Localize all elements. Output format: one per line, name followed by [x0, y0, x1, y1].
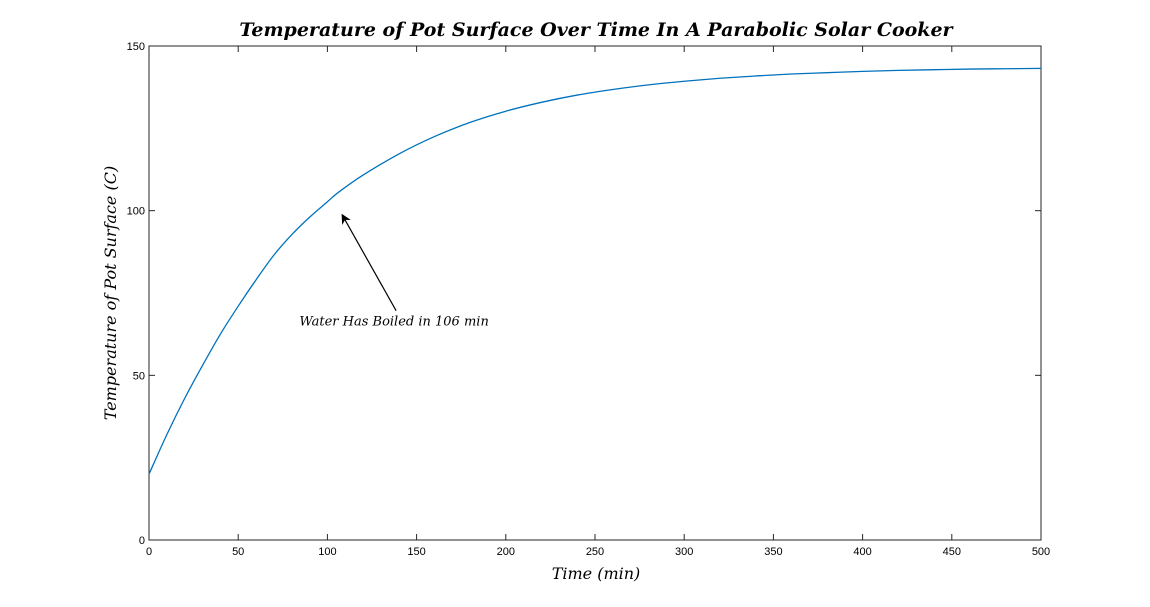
x-tick-label: 100: [318, 546, 336, 558]
x-tick-label: 300: [675, 546, 693, 558]
x-tick-label: 250: [586, 546, 604, 558]
y-tick-label: 50: [133, 370, 145, 382]
chart-title: Temperature of Pot Surface Over Time In …: [239, 19, 954, 41]
y-axis-label: Temperature of Pot Surface (C): [101, 166, 120, 420]
x-tick-label: 200: [497, 546, 515, 558]
annotation-arrow: [341, 213, 397, 311]
temperature-line: [148, 67, 1042, 475]
x-tick-label: 0: [146, 546, 152, 558]
x-tick-label: 400: [853, 546, 871, 558]
plot-area: [148, 45, 1042, 541]
x-axis-label: Time (min): [552, 564, 641, 583]
axis-ticks: 0 50 100 150 200 250 300 350 400 450 500 0 50 100 150: [127, 41, 1051, 558]
x-tick-label: 150: [407, 546, 425, 558]
x-tick-label: 500: [1032, 546, 1050, 558]
y-tick-label: 150: [127, 41, 145, 53]
x-tick-label: 50: [232, 546, 244, 558]
y-tick-label: 100: [127, 206, 145, 218]
annotation-label: Water Has Boiled in 106 min: [299, 315, 488, 330]
x-tick-label: 350: [764, 546, 782, 558]
annotation: Water Has Boiled in 106 min: [299, 213, 489, 330]
x-tick-label: 450: [943, 546, 961, 558]
y-tick-label: 0: [139, 535, 145, 547]
